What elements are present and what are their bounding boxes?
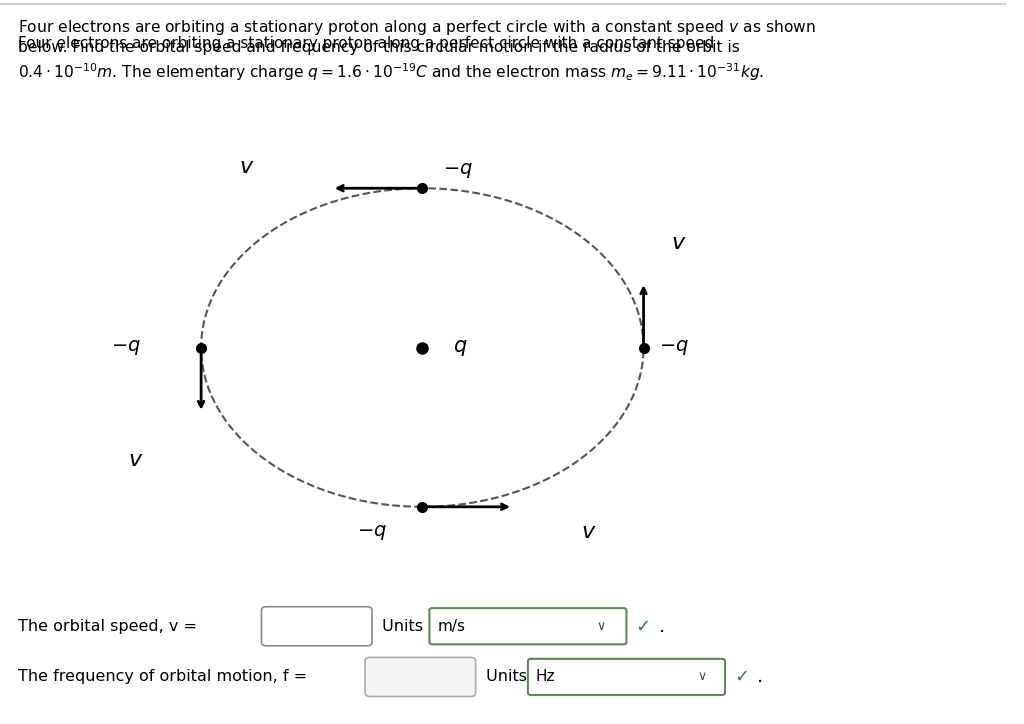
Text: ✓: ✓ (734, 668, 750, 686)
Text: Units: Units (377, 619, 428, 634)
Text: ✓: ✓ (636, 618, 650, 635)
Text: .: . (757, 668, 764, 686)
Text: $-q$: $-q$ (357, 523, 387, 542)
Text: .: . (658, 617, 665, 636)
Text: ∨: ∨ (697, 670, 707, 683)
Text: Four electrons are orbiting a stationary proton along a perfect circle with a co: Four electrons are orbiting a stationary… (18, 36, 720, 51)
Text: Units: Units (480, 670, 531, 684)
Text: below. Find the orbital speed and frequency of this circular motion if the radiu: below. Find the orbital speed and freque… (18, 40, 740, 55)
Text: $v$: $v$ (671, 232, 686, 253)
Text: ∨: ∨ (597, 620, 606, 633)
FancyBboxPatch shape (365, 657, 475, 696)
Text: Four electrons are orbiting a stationary proton along a perfect circle with a co: Four electrons are orbiting a stationary… (18, 18, 816, 37)
Text: $-q$: $-q$ (111, 338, 140, 357)
FancyBboxPatch shape (528, 659, 725, 695)
FancyBboxPatch shape (429, 608, 627, 644)
Text: Hz: Hz (536, 670, 555, 684)
Text: $v$: $v$ (128, 450, 143, 470)
Text: m/s: m/s (437, 619, 466, 634)
Text: The orbital speed, v =: The orbital speed, v = (18, 619, 202, 634)
FancyBboxPatch shape (261, 607, 372, 646)
Text: $0.4 \cdot 10^{-10}m$. The elementary charge $q = 1.6 \cdot 10^{-19}C$ and the e: $0.4 \cdot 10^{-10}m$. The elementary ch… (18, 62, 764, 83)
Text: $v$: $v$ (581, 522, 596, 542)
Text: $v$: $v$ (239, 156, 254, 177)
Text: $-q$: $-q$ (658, 338, 689, 357)
Text: $q$: $q$ (453, 337, 467, 358)
Text: The frequency of orbital motion, f =: The frequency of orbital motion, f = (18, 670, 312, 684)
Text: $-q$: $-q$ (442, 161, 472, 180)
